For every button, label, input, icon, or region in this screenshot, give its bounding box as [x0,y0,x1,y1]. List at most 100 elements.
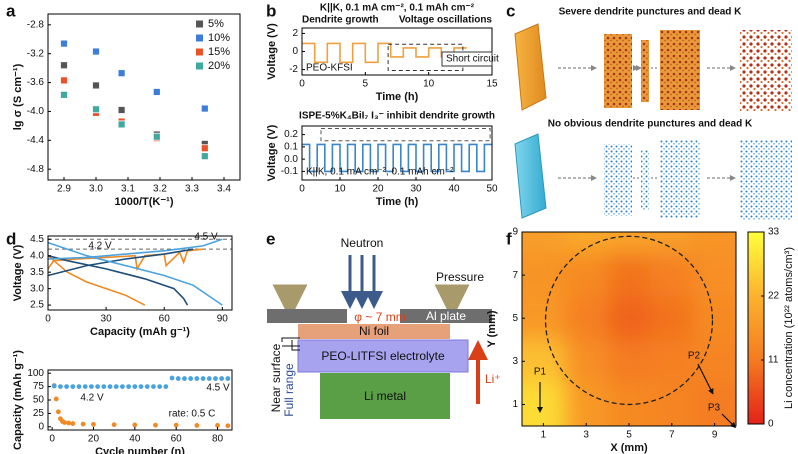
y-tick-label: 3 [512,356,518,367]
label: PEO-LITFSI electrolyte [321,349,445,363]
y-tick-label: 50 [33,395,45,406]
annotation: P2 [688,351,701,362]
y-axis-title: Y (mm) [486,310,498,347]
y-tick-label: -2 [289,64,298,75]
marker [200,376,206,381]
marker [163,384,169,390]
x-tick-label: 0 [45,314,51,325]
pointer-arrow [721,413,737,429]
label: Full range [282,363,296,417]
x-axis-title: Time (h) [376,91,419,103]
annotation: rate: 0.5 C [169,409,216,420]
x-tick-label: 60 [171,434,183,445]
y-axis-title: Voltage (V) [12,244,24,301]
legend-marker [196,20,203,28]
y-tick-label: 9 [512,227,518,238]
y-tick-label: -4.4 [27,135,45,146]
x-tick-label: 50 [486,184,498,195]
annotation: P3 [708,403,721,414]
marker [200,144,209,153]
marker [138,384,144,390]
heatmap-cell [650,382,694,426]
marker [53,396,59,402]
data-line [47,254,189,306]
chart-title: K||K, 0.1 mA cm⁻², 0.1 mAh cm⁻² [320,3,475,14]
annotation: 4.5 V [206,383,230,394]
marker [206,376,212,381]
heatmap-cell [650,253,694,297]
y-tick-label: 0.1 [284,142,298,153]
x-tick-label: 3.4 [217,184,231,195]
marker [169,375,175,381]
annotation: 4.2 V [80,393,104,404]
legend-marker [196,62,203,70]
y-tick-label: 75 [33,381,45,392]
annotation: P1 [534,367,547,378]
annotation: PEO-KFSI [306,63,353,74]
annotation: Voltage oscillations [399,15,493,26]
annotation: K||K, 0.1 mA cm⁻², 0.1 mAh cm⁻² [306,167,454,178]
marker [60,90,68,99]
colorbar-title: Li concentration (10²² atoms/cm³) [783,247,795,409]
heatmap-cell [693,382,736,426]
x-tick-label: 15 [486,79,498,90]
y-tick-label: -3.2 [27,48,45,59]
y-tick-label: -3.6 [27,77,45,88]
marker [70,384,76,390]
label: φ ~ 7 mm [354,310,405,324]
y-tick-label: 0.2 [284,129,298,140]
x-tick-label: 90 [217,314,229,325]
y-tick-label: -4.8 [27,164,45,175]
y-tick-label: 5 [512,313,518,324]
plot-frame [301,125,493,181]
x-tick-label: 3.1 [121,184,135,195]
heatmap-cells [522,232,736,426]
annotation: Dendrite growth [302,15,379,26]
legend-label: 15% [208,46,230,58]
label: Li⁺ [485,372,501,386]
heatmap [522,232,736,426]
caption: Severe dendrite punctures and dead K [559,7,743,18]
legend-label: 20% [208,60,230,72]
y-tick-label: 25 [33,408,45,419]
marker [117,106,126,114]
label: Al plate [426,309,466,323]
heatmap-cell [693,296,736,340]
y-tick-label: -4.0 [27,106,45,117]
y-tick-label: 0 [292,46,298,57]
marker [95,384,101,390]
marker [80,421,86,427]
panel-label: e [266,229,275,248]
heatmap-cell [693,253,736,297]
data-line [302,143,492,173]
y-tick-label: 4.0 [30,250,44,261]
marker [51,383,57,389]
plot-frame [47,235,233,311]
marker [200,104,209,113]
label: Li metal [364,389,406,403]
y-axis-title: Voltage (V) [266,124,278,181]
x-tick-label: 0 [299,184,305,195]
y-axis-title: Voltage (V) [266,23,278,80]
colorbar-tick-label: 0 [768,419,774,430]
pointer-arrow [697,363,714,395]
data-line [302,42,467,64]
colorbar-tick-label: 11 [768,355,779,366]
y-tick-label: 0 [38,421,44,432]
marker [91,421,96,427]
marker [62,420,67,425]
x-tick-label: 10 [334,184,346,195]
annotation: Short circuit [446,54,499,65]
x-tick-label: 3.2 [153,184,167,195]
marker [126,384,132,390]
label: Ni foil [359,324,389,338]
marker [92,47,100,56]
y-tick-label: 3.0 [30,283,44,294]
legend-marker [196,34,203,42]
marker [219,376,225,381]
panel-c-art: Severe dendrite punctures and dead K No … [514,7,792,220]
x-tick-label: 0 [49,434,55,445]
plot-frame [47,13,241,181]
heatmap-cell [522,382,565,426]
marker [89,384,94,390]
